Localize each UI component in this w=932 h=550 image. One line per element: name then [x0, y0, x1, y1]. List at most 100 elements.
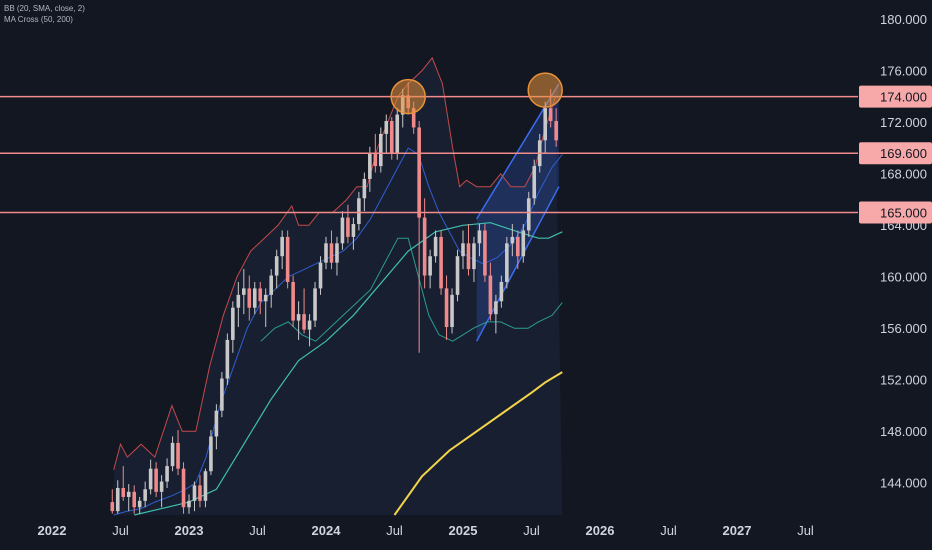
candle-body: [543, 108, 547, 141]
price-level-label[interactable]: 169.600: [880, 146, 927, 161]
ma-cross-indicator-label[interactable]: MA Cross (50, 200): [4, 15, 73, 24]
candle-body: [324, 243, 328, 263]
candle-body: [455, 256, 460, 295]
candle-body: [439, 236, 443, 289]
candle-body: [214, 410, 219, 437]
time-tick-label: Jul: [249, 523, 266, 538]
candle-body: [154, 468, 158, 492]
candle-body: [296, 314, 301, 321]
candle-body: [110, 502, 115, 512]
price-level-label-box[interactable]: [859, 142, 932, 165]
bb-fill: [113, 57, 563, 516]
candle-body: [379, 133, 383, 167]
candle-body: [236, 294, 241, 308]
candle-body: [477, 230, 482, 244]
candle-body: [450, 294, 454, 328]
price-level-label[interactable]: 174.000: [880, 90, 927, 105]
candle-body: [209, 436, 213, 472]
highlight-circle[interactable]: [527, 72, 563, 108]
candle-body: [307, 320, 312, 330]
candle-body: [411, 108, 416, 128]
price-level-label-box[interactable]: [859, 85, 932, 108]
candle-body: [505, 243, 509, 282]
candle-body: [554, 121, 558, 141]
candle-body: [472, 243, 476, 270]
candle-body: [181, 468, 186, 508]
candle-body: [318, 262, 323, 289]
candle-body: [362, 178, 367, 199]
price-tick-label: 168.000: [880, 166, 927, 181]
candle-body: [220, 378, 224, 411]
ma-slow-line: [393, 371, 563, 516]
candle-body: [198, 485, 202, 501]
candle-body: [285, 236, 290, 282]
candle-body: [368, 153, 372, 179]
candle-body: [225, 339, 230, 379]
candle-body: [269, 275, 273, 295]
bb-lower-line: [260, 237, 563, 342]
candle-body: [526, 198, 531, 231]
time-tick-label: 2023: [175, 523, 204, 538]
candle-body: [115, 487, 120, 512]
time-tick-label: 2022: [38, 523, 67, 538]
price-tick-label: 144.000: [880, 475, 927, 490]
candle-body: [258, 288, 263, 302]
candle-body: [548, 108, 553, 122]
candle-body: [499, 281, 504, 302]
indicator-legend: BB (20, SMA, close, 2) MA Cross (50, 200…: [4, 3, 85, 25]
candle-body: [532, 166, 537, 199]
price-level-label-box[interactable]: [859, 201, 932, 224]
candle-body: [340, 217, 345, 244]
candle-body: [466, 243, 471, 270]
time-tick-label: 2025: [449, 523, 478, 538]
candle-body: [148, 468, 153, 490]
candle-body: [357, 198, 361, 225]
time-tick-label: Jul: [797, 523, 814, 538]
price-tick-label: 156.000: [880, 321, 927, 336]
price-tick-label: 152.000: [880, 372, 927, 387]
candle-body: [329, 243, 334, 263]
highlight-circle[interactable]: [390, 78, 426, 115]
candle-body: [313, 288, 317, 321]
bb-indicator-label[interactable]: BB (20, SMA, close, 2): [4, 4, 85, 13]
candle-body: [274, 256, 279, 276]
price-tick-label: 160.000: [880, 269, 927, 284]
candle-body: [417, 127, 421, 218]
candle-body: [346, 217, 350, 237]
candle-body: [231, 307, 235, 340]
candle-body: [247, 288, 252, 308]
time-tick-label: Jul: [386, 523, 403, 538]
candle-body: [252, 288, 257, 308]
candle-body: [192, 485, 197, 501]
time-tick-label: Jul: [660, 523, 677, 538]
candle-body: [483, 230, 487, 276]
candle-body: [384, 121, 389, 134]
candle-body: [351, 224, 356, 237]
candle-body: [137, 500, 142, 508]
time-tick-label: Jul: [523, 523, 540, 538]
price-tick-label: 180.000: [880, 12, 927, 27]
candle-body: [373, 153, 378, 167]
price-level-label[interactable]: 165.000: [880, 205, 927, 220]
candle-body: [389, 121, 394, 154]
candle-body: [132, 491, 136, 508]
candle-body: [494, 301, 498, 315]
candle-body: [170, 442, 175, 467]
candle-body: [428, 256, 432, 276]
candle-body: [242, 288, 246, 295]
candle-body: [510, 236, 515, 244]
candle-body: [422, 217, 427, 276]
candle-body: [461, 243, 465, 257]
candle-body: [291, 281, 295, 321]
candle-body: [302, 314, 306, 330]
candle-body: [203, 471, 208, 501]
candle-body: [187, 500, 191, 508]
candle-body: [121, 487, 126, 497]
candle-body: [433, 236, 438, 257]
time-tick-label: Jul: [112, 523, 129, 538]
candle-body: [516, 236, 520, 257]
price-tick-label: 148.000: [880, 424, 927, 439]
time-tick-label: 2026: [586, 523, 615, 538]
